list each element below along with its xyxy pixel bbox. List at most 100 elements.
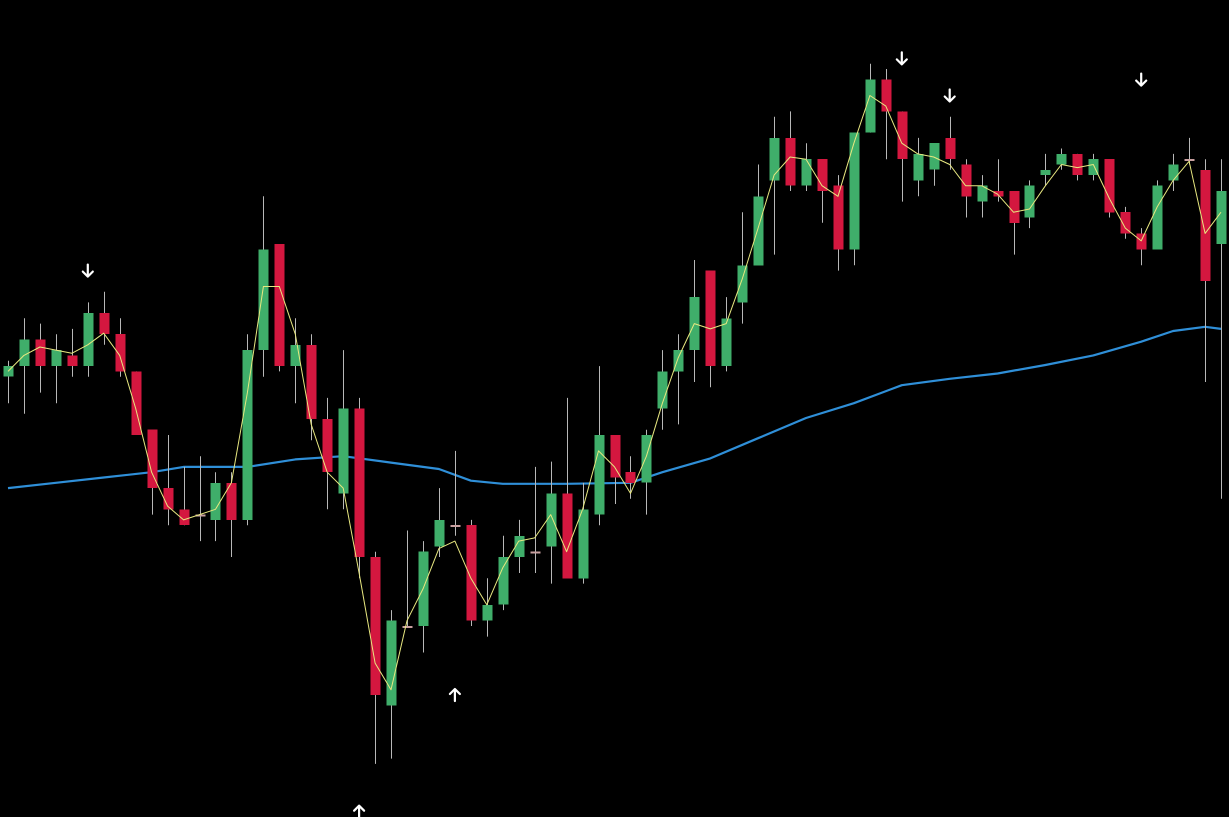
bullish-candle-body [753,196,764,266]
bearish-candle-body [961,164,972,197]
bearish-candle-body [274,244,285,366]
candle [1216,159,1227,499]
bullish-candle-body [977,185,988,202]
bullish-candle-body [913,153,924,181]
candle [801,143,812,191]
candle [945,116,956,170]
bearish-candle-body [322,419,333,473]
arrow-head [353,804,366,812]
bullish-candle-body [594,435,605,515]
candle [865,63,876,133]
bearish-candle-body [163,488,174,510]
candle [466,519,477,626]
candle [1104,159,1115,218]
bearish-candle-body [833,185,844,250]
candle [482,578,493,637]
candle [434,488,445,557]
bullish-candle-body [1024,185,1035,218]
candle [1056,148,1067,170]
candle [210,472,221,542]
candle [897,111,908,202]
candle [179,466,190,526]
candle [35,323,46,393]
bearish-candle-body [993,191,1004,197]
candle [338,350,349,510]
bearish-candle-body [897,111,908,160]
candle [737,212,748,324]
arrow-up-icon [448,687,461,703]
candle [51,334,62,404]
candle [498,535,509,611]
candle [657,350,668,430]
bearish-candle-body [370,557,381,695]
arrow-head [943,95,956,103]
bearish-candle-body [99,313,110,335]
bearish-candle-body [147,429,158,489]
bullish-candle-body [673,350,684,372]
candle [306,334,317,441]
bullish-candle-body [801,159,812,186]
bullish-candle-body [721,318,732,366]
bearish-candle-body [945,137,956,160]
bearish-candle-body [817,159,828,191]
bearish-candle-body [1072,153,1083,176]
bearish-candle-body [705,270,716,367]
bullish-candle-body [1216,191,1227,245]
candle [274,244,285,372]
bullish-candle-body [849,132,860,250]
fast-moving-average-group [7,95,1222,691]
bullish-candle-body [1040,169,1051,176]
bullish-candle-body [210,482,221,520]
bullish-candle-body [578,509,589,579]
candle [1120,206,1131,239]
candle [1168,153,1179,191]
candle [1200,159,1211,382]
candle [817,159,828,223]
bearish-candle-body [466,525,477,621]
bullish-candle-body [1056,153,1067,165]
arrow-down-icon [81,263,94,278]
bearish-candle-body [785,137,796,186]
candle [721,297,732,372]
candle [753,164,764,266]
bullish-candle-body [258,249,269,351]
candle [1088,153,1099,181]
bullish-candle-body [338,408,349,494]
bullish-candle-body [546,493,557,547]
bullish-candle-body [434,519,445,547]
fast-moving-average-line [7,95,1222,691]
bullish-candle-body [83,313,94,367]
bullish-candle-body [242,350,253,520]
candle [226,472,237,557]
candle [1040,153,1051,186]
candle [833,175,844,271]
bullish-candle-body [865,79,876,133]
arrow-down-icon [943,88,956,103]
candle [961,159,972,218]
candle [322,397,333,510]
bearish-candle-body [115,334,126,372]
candle [546,461,557,584]
candle [402,530,413,628]
bearish-candle-body [354,408,365,557]
bearish-candle-body [1009,191,1020,223]
bearish-candle-body [402,626,413,628]
candle [115,318,126,377]
bearish-candle-body [226,482,237,520]
bullish-candle-body [657,371,668,409]
bullish-candle-body [290,344,301,366]
candle [163,435,174,526]
candle [641,429,652,515]
candle [99,291,110,345]
arrow-down-icon [1135,72,1148,87]
bullish-candle-body [51,350,62,366]
candle [530,466,541,573]
bullish-candle-body [514,535,525,557]
bearish-candle-body [530,551,541,554]
bearish-candle-body [610,435,621,478]
candle [673,334,684,425]
signal-arrows-group [81,51,1148,817]
candle [977,175,988,218]
candle [1152,180,1163,250]
